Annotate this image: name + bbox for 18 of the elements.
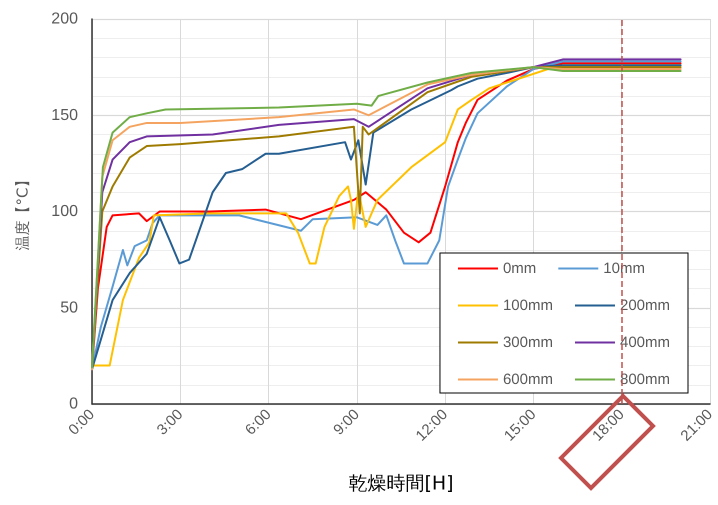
y-tick-label: 200 xyxy=(51,10,78,28)
legend-label: 300mm xyxy=(502,334,553,351)
legend-label: 800mm xyxy=(620,371,670,388)
y-tick-label: 0 xyxy=(69,396,78,412)
x-tick-label: 3:00 xyxy=(154,406,186,439)
y-axis-title: 温度【°C】 xyxy=(14,172,32,250)
legend-label: 400mm xyxy=(620,334,670,351)
legend-label: 600mm xyxy=(502,371,553,388)
y-tick-label: 100 xyxy=(51,203,78,220)
x-tick-label: 6:00 xyxy=(242,406,275,439)
legend-label: 10mm xyxy=(603,260,645,277)
legend-label: 200mm xyxy=(620,297,670,314)
x-axis-title: 乾燥時間[H] xyxy=(348,472,454,494)
legend-label: 100mm xyxy=(502,297,553,314)
x-tick-label: 9:00 xyxy=(330,406,363,439)
y-tick-label: 50 xyxy=(60,299,78,316)
legend-label: 0mm xyxy=(502,260,536,277)
y-tick-label: 150 xyxy=(51,106,78,124)
